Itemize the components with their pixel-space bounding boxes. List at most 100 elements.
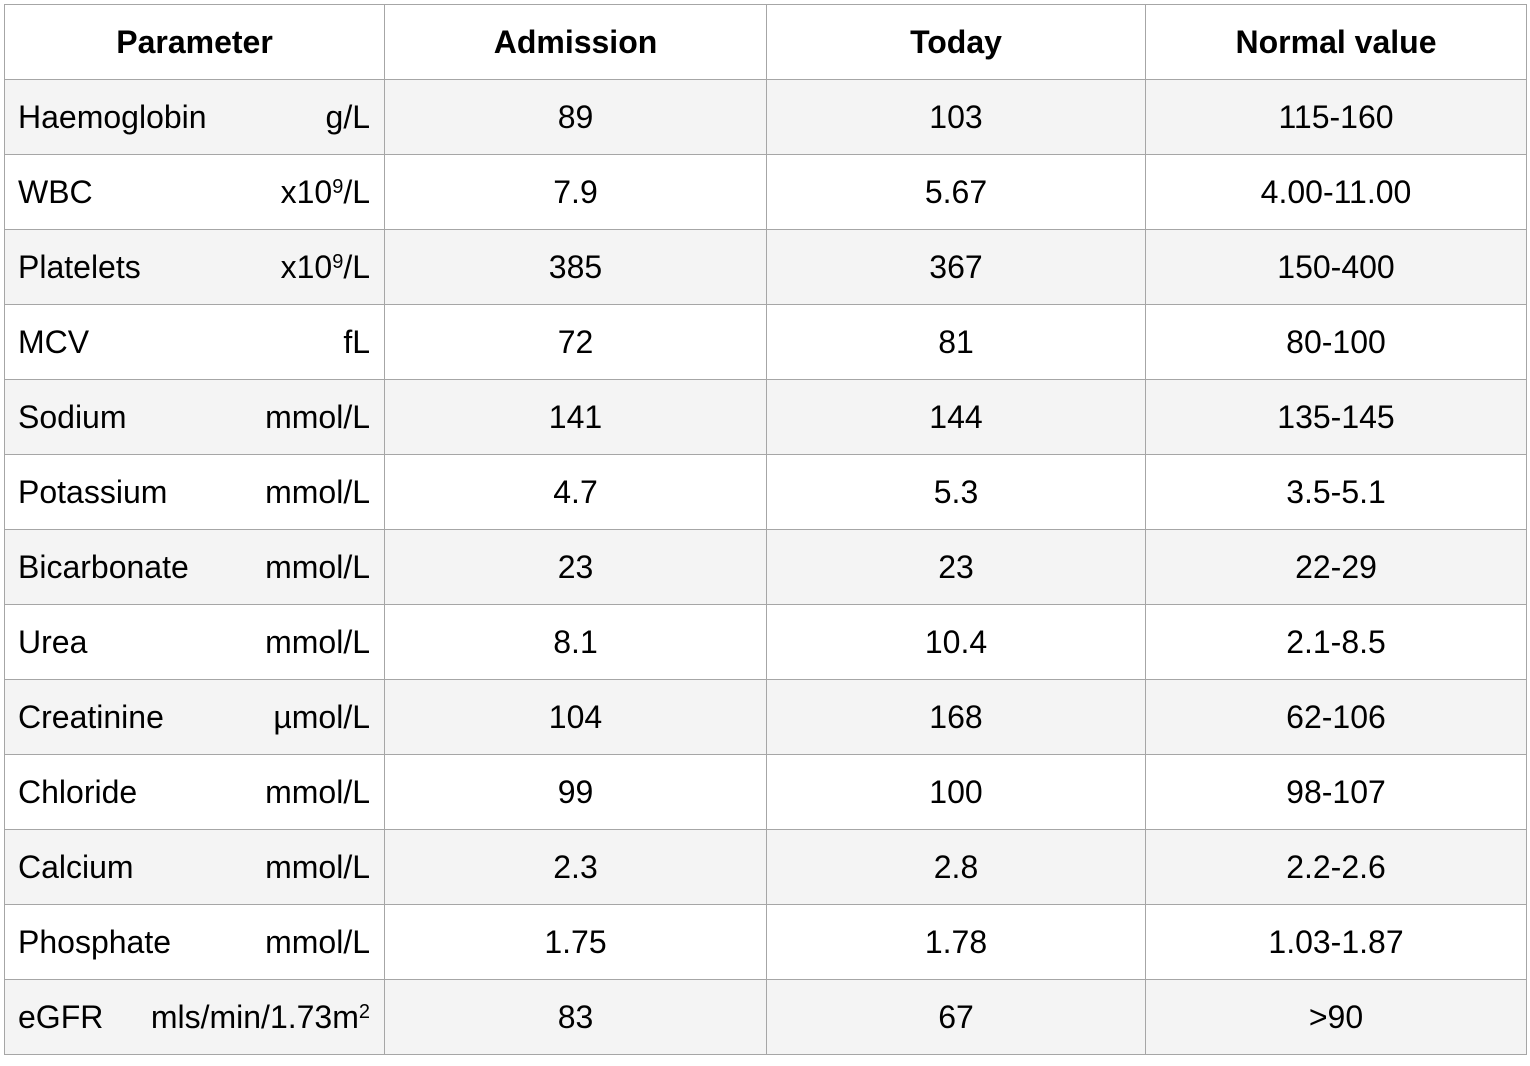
parameter-cell-content: Platelets x109/L [5, 249, 384, 286]
today-value: 103 [766, 79, 1146, 155]
parameter-cell: Urea mmol/L [4, 604, 385, 680]
unit-superscript: 9 [332, 175, 344, 198]
parameter-cell-content: Chloride mmol/L [5, 774, 384, 811]
unit-base: fL [343, 323, 370, 360]
parameter-cell: WBC x109/L [4, 154, 385, 230]
normal-value: >90 [1145, 979, 1527, 1055]
normal-value: 22-29 [1145, 529, 1527, 605]
normal-value: 62-106 [1145, 679, 1527, 755]
admission-value: 104 [384, 679, 767, 755]
admission-value: 2.3 [384, 829, 767, 905]
parameter-name: Bicarbonate [18, 548, 189, 585]
today-value: 367 [766, 229, 1146, 305]
normal-value: 1.03-1.87 [1145, 904, 1527, 980]
parameter-cell-content: MCV fL [5, 324, 384, 361]
parameter-name: Calcium [18, 848, 134, 885]
normal-value: 80-100 [1145, 304, 1527, 380]
table-row: Haemoglobin g/L 89 103 115-160 [4, 79, 1527, 155]
table-row: Potassium mmol/L 4.7 5.3 3.5-5.1 [4, 454, 1527, 530]
admission-value: 99 [384, 754, 767, 830]
today-value: 5.67 [766, 154, 1146, 230]
parameter-name: Urea [18, 623, 88, 660]
unit-superscript: 9 [332, 250, 344, 273]
unit-base: mmol/L [265, 623, 370, 660]
admission-value: 89 [384, 79, 767, 155]
today-value: 1.78 [766, 904, 1146, 980]
parameter-cell-content: Bicarbonate mmol/L [5, 549, 384, 586]
normal-value: 3.5-5.1 [1145, 454, 1527, 530]
table-header: Parameter Admission Today Normal value [4, 4, 1527, 80]
admission-value: 4.7 [384, 454, 767, 530]
parameter-unit: mmol/L [265, 924, 370, 961]
parameter-name: eGFR [18, 998, 104, 1035]
normal-value: 4.00-11.00 [1145, 154, 1527, 230]
lab-results-table: Parameter Admission Today Normal value H… [4, 4, 1527, 1055]
parameter-cell: Calcium mmol/L [4, 829, 385, 905]
header-parameter: Parameter [4, 4, 385, 80]
parameter-cell-content: WBC x109/L [5, 174, 384, 211]
unit-base: mmol/L [265, 773, 370, 810]
parameter-cell-content: Creatinine µmol/L [5, 699, 384, 736]
today-value: 10.4 [766, 604, 1146, 680]
admission-value: 141 [384, 379, 767, 455]
today-value: 168 [766, 679, 1146, 755]
unit-base: mmol/L [265, 398, 370, 435]
unit-base: mmol/L [265, 923, 370, 960]
today-value: 67 [766, 979, 1146, 1055]
table-row: WBC x109/L 7.9 5.67 4.00-11.00 [4, 154, 1527, 230]
normal-value: 2.1-8.5 [1145, 604, 1527, 680]
parameter-unit: fL [343, 324, 370, 361]
parameter-cell: Phosphate mmol/L [4, 904, 385, 980]
table-row: Phosphate mmol/L 1.75 1.78 1.03-1.87 [4, 904, 1527, 980]
normal-value: 98-107 [1145, 754, 1527, 830]
admission-value: 23 [384, 529, 767, 605]
normal-value: 2.2-2.6 [1145, 829, 1527, 905]
today-value: 100 [766, 754, 1146, 830]
unit-base: mmol/L [265, 473, 370, 510]
parameter-unit: x109/L [281, 174, 370, 211]
unit-base: x10 [280, 248, 333, 285]
table-row: Chloride mmol/L 99 100 98-107 [4, 754, 1527, 830]
unit-base: µmol/L [273, 698, 370, 735]
parameter-name: Chloride [18, 773, 138, 810]
parameter-unit: x109/L [281, 249, 370, 286]
parameter-cell: Sodium mmol/L [4, 379, 385, 455]
unit-base: g/L [325, 98, 370, 135]
parameter-cell-content: Potassium mmol/L [5, 474, 384, 511]
normal-value: 150-400 [1145, 229, 1527, 305]
admission-value: 385 [384, 229, 767, 305]
parameter-cell-content: Sodium mmol/L [5, 399, 384, 436]
parameter-cell: MCV fL [4, 304, 385, 380]
parameter-name: Haemoglobin [18, 98, 207, 135]
parameter-cell-content: Calcium mmol/L [5, 849, 384, 886]
lab-results-table-container: Parameter Admission Today Normal value H… [4, 4, 1527, 1055]
parameter-cell: eGFR mls/min/1.73m2 [4, 979, 385, 1055]
parameter-cell-content: Urea mmol/L [5, 624, 384, 661]
table-row: Calcium mmol/L 2.3 2.8 2.2-2.6 [4, 829, 1527, 905]
unit-suffix: /L [343, 248, 370, 285]
admission-value: 83 [384, 979, 767, 1055]
unit-superscript: 2 [358, 1000, 370, 1023]
unit-base: x10 [280, 173, 333, 210]
parameter-cell-content: Haemoglobin g/L [5, 99, 384, 136]
today-value: 144 [766, 379, 1146, 455]
header-admission: Admission [384, 4, 767, 80]
admission-value: 7.9 [384, 154, 767, 230]
parameter-name: MCV [18, 323, 90, 360]
admission-value: 1.75 [384, 904, 767, 980]
admission-value: 8.1 [384, 604, 767, 680]
table-row: eGFR mls/min/1.73m2 83 67 >90 [4, 979, 1527, 1055]
header-row: Parameter Admission Today Normal value [4, 4, 1527, 80]
table-body: Haemoglobin g/L 89 103 115-160 WBC x109/L 7.9 5.… [4, 79, 1527, 1055]
unit-base: mmol/L [265, 848, 370, 885]
parameter-name: Creatinine [18, 698, 164, 735]
today-value: 5.3 [766, 454, 1146, 530]
parameter-cell: Platelets x109/L [4, 229, 385, 305]
parameter-name: WBC [18, 173, 93, 210]
normal-value: 135-145 [1145, 379, 1527, 455]
parameter-unit: mmol/L [265, 399, 370, 436]
parameter-name: Potassium [18, 473, 168, 510]
table-row: Sodium mmol/L 141 144 135-145 [4, 379, 1527, 455]
parameter-unit: µmol/L [273, 699, 370, 736]
admission-value: 72 [384, 304, 767, 380]
